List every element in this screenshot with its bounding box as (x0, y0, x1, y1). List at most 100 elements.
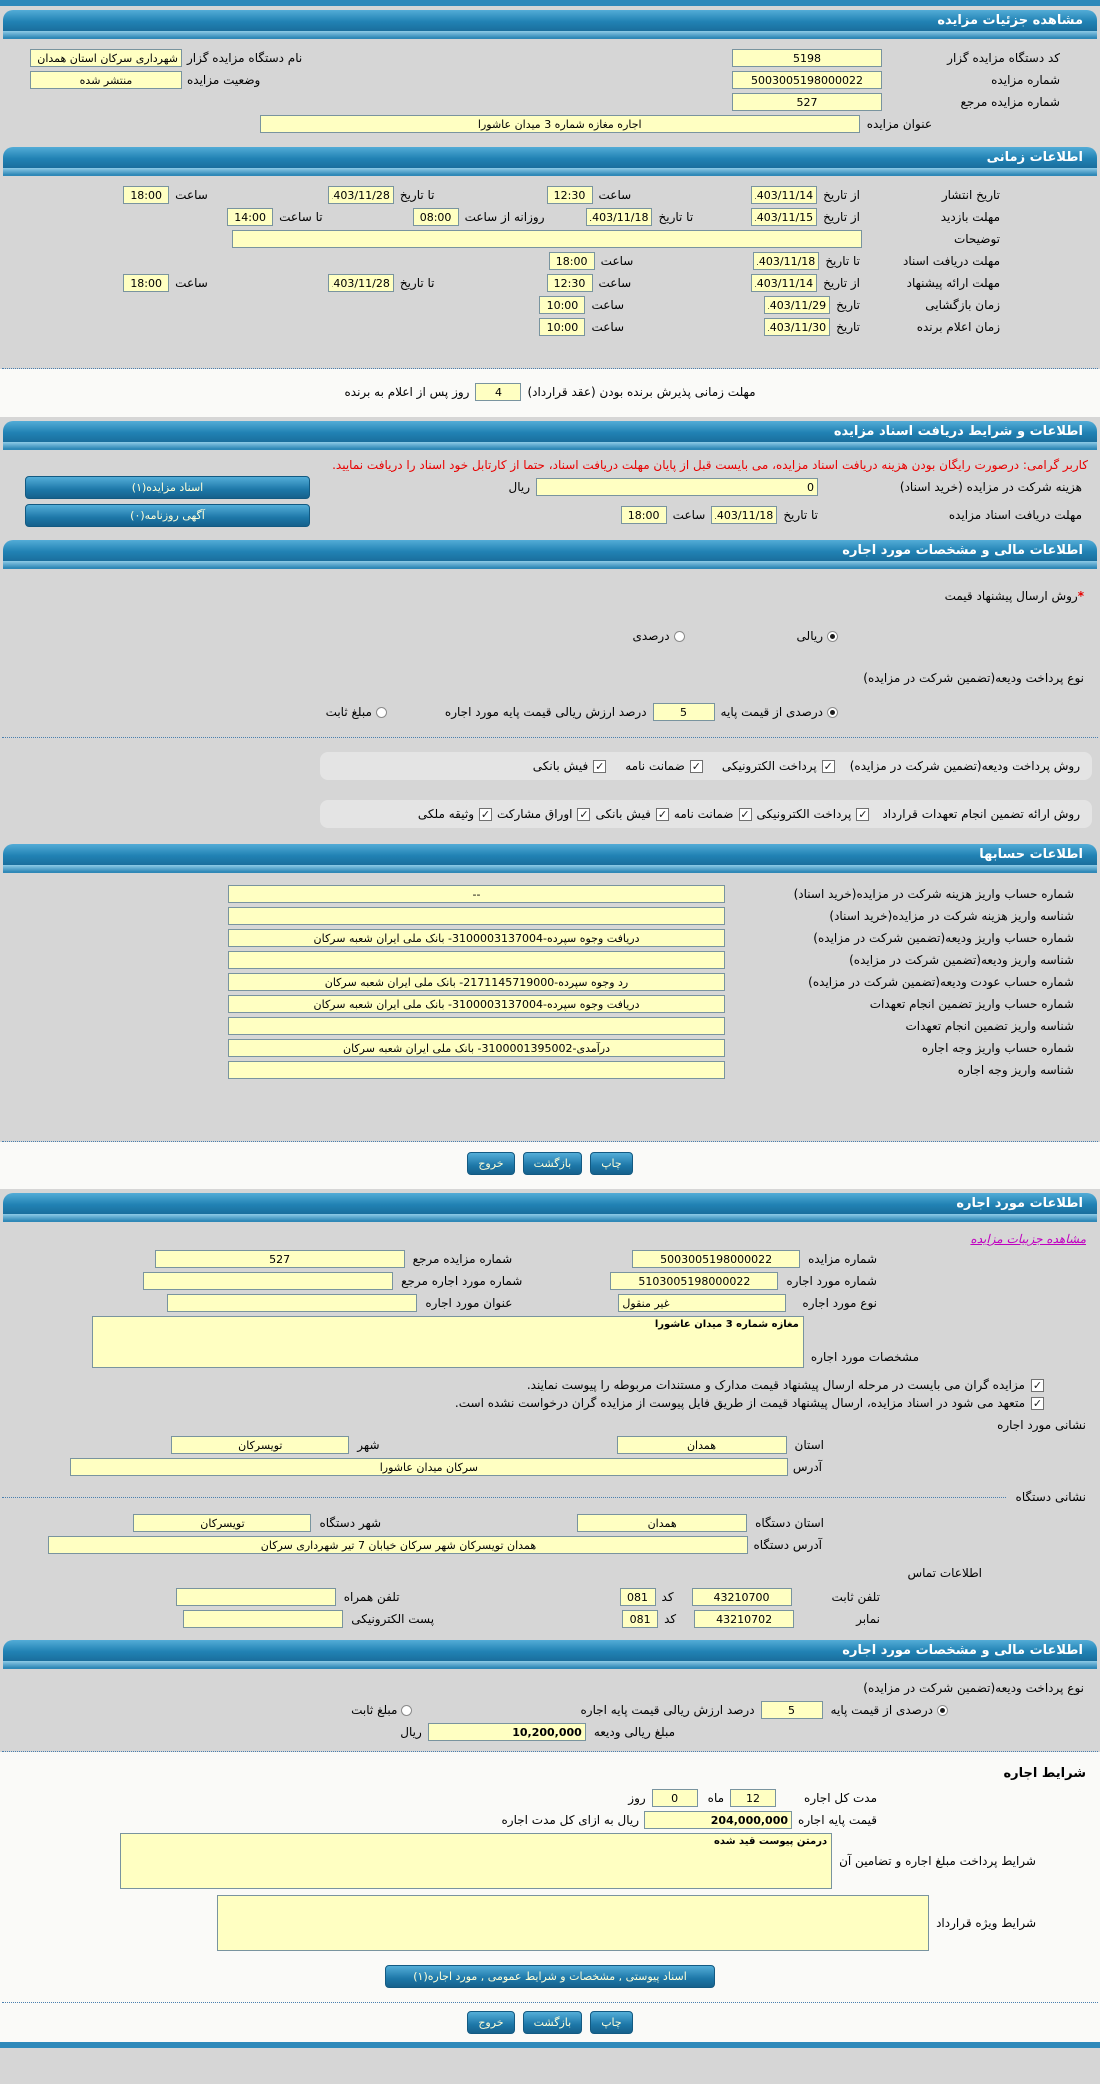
checkbox-checked-icon[interactable]: ✓ (1031, 1378, 1044, 1392)
status-input[interactable] (30, 71, 182, 89)
radio-rial-selected[interactable] (827, 630, 838, 642)
back-button[interactable]: بازگشت (522, 2011, 583, 2034)
org-address-label: آدرس دستگاه (753, 1538, 822, 1552)
province-input[interactable] (616, 1436, 787, 1454)
org-name-input[interactable] (30, 49, 182, 67)
radio-percent-of-base2-selected[interactable] (937, 1704, 948, 1716)
offer-to-time-input[interactable] (123, 274, 170, 292)
phone-input[interactable] (691, 1588, 792, 1606)
account-input[interactable] (228, 1039, 725, 1057)
exit-button[interactable]: خروج (467, 2011, 515, 2034)
publish-to-time-input[interactable] (123, 186, 170, 204)
checkbox-checked-icon[interactable]: ✓ (821, 759, 835, 773)
radio-fixed-amount2[interactable] (401, 1704, 413, 1716)
auction-title-input[interactable] (259, 115, 860, 133)
lease-pay-terms-row: شرایط پرداخت مبلغ اجاره و تضامین آن درمت… (0, 1833, 1100, 1889)
radio-percent-of-base-selected[interactable] (827, 706, 838, 718)
exit-button[interactable]: خروج (467, 1152, 515, 1175)
lease-months-input[interactable] (730, 1789, 777, 1807)
checkbox-checked-icon[interactable]: ✓ (577, 807, 591, 821)
checkbox-checked-icon[interactable]: ✓ (856, 807, 870, 821)
description-input[interactable] (232, 230, 862, 248)
print-button[interactable]: چاپ (590, 1152, 633, 1175)
rental-ref-input[interactable] (154, 1250, 405, 1268)
opening-date-input[interactable] (764, 296, 831, 314)
checkbox-checked-icon[interactable]: ✓ (1031, 1396, 1044, 1410)
deposit-amount-input[interactable] (427, 1723, 586, 1741)
item-title-input[interactable] (167, 1294, 418, 1312)
opening-label: زمان بازگشایی (925, 298, 1000, 312)
docs-deadline2-time-input[interactable] (620, 506, 667, 524)
account-input[interactable] (228, 951, 725, 969)
checkbox-checked-icon[interactable]: ✓ (738, 807, 752, 821)
lease-special-textarea[interactable] (217, 1895, 930, 1951)
checkbox-checked-icon[interactable]: ✓ (479, 807, 493, 821)
phone-code-input[interactable] (619, 1588, 656, 1606)
section-header-accounts: اطلاعات حسابها (3, 844, 1097, 873)
mobile-input[interactable] (175, 1588, 336, 1606)
org-code-input[interactable] (732, 49, 882, 67)
opening-time-input[interactable] (539, 296, 586, 314)
checkbox-checked-icon[interactable]: ✓ (655, 807, 669, 821)
org-province-input[interactable] (577, 1514, 748, 1532)
offer-from-date-input[interactable] (751, 274, 818, 292)
fax-code-input[interactable] (622, 1610, 659, 1628)
section-header-docs: اطلاعات و شرایط دریافت اسناد مزایده (3, 421, 1097, 450)
account-input[interactable] (228, 885, 725, 903)
auction-ref-input[interactable] (732, 93, 882, 111)
org-city-input[interactable] (133, 1514, 312, 1532)
percent-value2-input[interactable] (760, 1701, 823, 1719)
print-button[interactable]: چاپ (590, 2011, 633, 2034)
item-type-input[interactable] (618, 1294, 787, 1312)
account-input[interactable] (228, 1017, 725, 1035)
offer-to-date-input[interactable] (327, 274, 394, 292)
account-input[interactable] (228, 973, 725, 991)
checkbox-checked-icon[interactable]: ✓ (689, 759, 703, 773)
winner-time-input[interactable] (539, 318, 586, 336)
docs-deadline-time-input[interactable] (548, 252, 595, 270)
publish-from-time-input[interactable] (546, 186, 593, 204)
fax-input[interactable] (694, 1610, 795, 1628)
city-input[interactable] (171, 1436, 350, 1454)
address-input[interactable] (69, 1458, 788, 1476)
publish-to-date-input[interactable] (327, 186, 394, 204)
account-input[interactable] (228, 929, 725, 947)
view-auction-details-link[interactable]: مشاهده جزییات مزایده (970, 1232, 1086, 1246)
rental-auction-no-input[interactable] (632, 1250, 801, 1268)
docs-deadline2-date-input[interactable] (711, 506, 778, 524)
auction-no-input[interactable] (732, 71, 882, 89)
item-no-input[interactable] (610, 1272, 779, 1290)
percent-value-input[interactable] (652, 703, 715, 721)
visit-daily-from-input[interactable] (412, 208, 459, 226)
publish-from-date-input[interactable] (751, 186, 818, 204)
org-address-input[interactable] (48, 1536, 749, 1554)
section-header-financial: اطلاعات مالی و مشخصات مورد اجاره (3, 540, 1097, 569)
radio-percent[interactable] (673, 630, 685, 642)
newspaper-ad-button[interactable]: آگهی روزنامه(۰) (25, 503, 310, 527)
fee-input[interactable] (536, 478, 818, 496)
lease-days-input[interactable] (651, 1789, 698, 1807)
account-input[interactable] (228, 995, 725, 1013)
account-input[interactable] (228, 907, 725, 925)
spec-textarea[interactable]: مغازه شماره 3 میدان عاشورا (91, 1316, 804, 1368)
accept-days-input[interactable] (475, 383, 522, 401)
attachments-button[interactable]: اسناد پیوستی , مشخصات و شرایط عمومی , مو… (385, 1965, 715, 1988)
visit-to-date-input[interactable] (586, 208, 653, 226)
visit-from-date-input[interactable] (751, 208, 818, 226)
radio-fixed-amount[interactable] (375, 706, 387, 718)
account-input[interactable] (228, 1061, 725, 1079)
offer-from-time-input[interactable] (546, 274, 593, 292)
checkbox-checked-icon[interactable]: ✓ (593, 759, 607, 773)
item-ref-input[interactable] (143, 1272, 394, 1290)
winner-date-input[interactable] (764, 318, 831, 336)
email-input[interactable] (183, 1610, 344, 1628)
lease-pay-terms-textarea[interactable]: درمتن پیوست قید شده (120, 1833, 833, 1889)
section-header-details: مشاهده جزئیات مزایده (3, 10, 1097, 39)
auction-docs-button[interactable]: اسناد مزایده(۱) (25, 475, 310, 499)
visit-daily-to-input[interactable] (227, 208, 274, 226)
lease-base-price-input[interactable] (644, 1811, 793, 1829)
visit-row: مهلت بازدید از تاریخ تا تاریخ روزانه از … (0, 208, 1100, 226)
back-button[interactable]: بازگشت (522, 1152, 583, 1175)
docs-deadline-date-input[interactable] (753, 252, 820, 270)
fax-label: نمابر (856, 1612, 880, 1626)
